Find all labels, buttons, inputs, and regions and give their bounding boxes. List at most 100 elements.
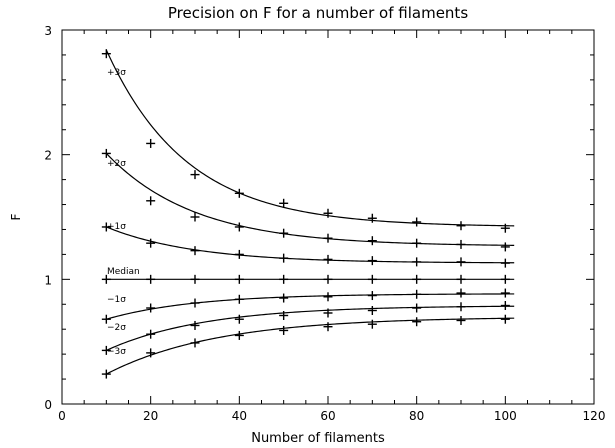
data-point bbox=[101, 222, 111, 232]
data-point bbox=[146, 196, 156, 206]
y-tick-label: 0 bbox=[44, 398, 52, 412]
fit-line-2 bbox=[106, 226, 515, 264]
data-point bbox=[456, 257, 466, 267]
y-tick-label: 2 bbox=[44, 149, 52, 163]
x-tick-label: 60 bbox=[320, 409, 335, 423]
data-point bbox=[101, 345, 111, 355]
data-point bbox=[500, 223, 510, 233]
fit-line-6 bbox=[106, 317, 515, 375]
fit-line-4 bbox=[106, 293, 515, 320]
data-point bbox=[412, 289, 422, 299]
data-point bbox=[500, 314, 510, 324]
y-axis-label: F bbox=[9, 213, 23, 220]
data-point bbox=[500, 274, 510, 284]
chart-title: Precision on F for a number of filaments bbox=[168, 4, 468, 22]
fit-lines bbox=[105, 49, 515, 375]
data-point bbox=[412, 238, 422, 248]
x-tick-label: 120 bbox=[583, 409, 606, 423]
ticks: 0 20 40 60 80 100 120 0 1 2 3 bbox=[44, 24, 605, 423]
data-point bbox=[279, 253, 289, 263]
data-point bbox=[279, 274, 289, 284]
data-point bbox=[367, 306, 377, 315]
data-point bbox=[323, 308, 333, 318]
data-point bbox=[456, 302, 466, 312]
data-point bbox=[412, 317, 422, 327]
series-labels: +3σ +2σ +1σ Median −1σ −2σ −3σ bbox=[107, 68, 140, 357]
y-tick-label: 1 bbox=[44, 273, 52, 287]
y-tick-label: 3 bbox=[44, 24, 52, 38]
data-point bbox=[101, 148, 111, 158]
data-point bbox=[101, 274, 111, 284]
fit-line-0 bbox=[105, 49, 515, 227]
data-point bbox=[323, 322, 333, 332]
data-point bbox=[279, 310, 289, 320]
data-point bbox=[101, 314, 111, 324]
data-point bbox=[323, 254, 333, 264]
x-tick-label: 100 bbox=[494, 409, 517, 423]
data-point bbox=[412, 274, 422, 284]
x-tick-label: 40 bbox=[232, 409, 247, 423]
series-label: −1σ bbox=[107, 295, 126, 305]
series-label: Median bbox=[107, 267, 140, 277]
data-point bbox=[456, 221, 466, 231]
data-point bbox=[367, 213, 377, 223]
data-point bbox=[234, 314, 244, 324]
data-point bbox=[190, 320, 200, 330]
data-point bbox=[234, 188, 244, 198]
data-point bbox=[367, 256, 377, 266]
data-point bbox=[456, 315, 466, 325]
data-point bbox=[146, 348, 156, 358]
series-label: +1σ bbox=[107, 222, 126, 232]
series-label: −3σ bbox=[107, 347, 126, 357]
data-point bbox=[101, 49, 111, 59]
data-point bbox=[146, 238, 156, 248]
data-point bbox=[190, 274, 200, 284]
data-point bbox=[456, 239, 466, 249]
data-point bbox=[146, 274, 156, 284]
data-point bbox=[190, 170, 200, 180]
data-point bbox=[323, 274, 333, 284]
data-point bbox=[279, 228, 289, 238]
fit-line-1 bbox=[105, 153, 515, 246]
data-point bbox=[500, 258, 510, 268]
x-tick-label: 0 bbox=[58, 409, 66, 423]
series-label: +2σ bbox=[107, 159, 126, 169]
data-points bbox=[101, 49, 510, 379]
data-point bbox=[234, 330, 244, 340]
data-point bbox=[190, 298, 200, 308]
data-point bbox=[323, 233, 333, 243]
data-point bbox=[412, 303, 422, 313]
fit-line-5 bbox=[106, 305, 515, 351]
data-point bbox=[234, 249, 244, 259]
data-point bbox=[146, 138, 156, 148]
data-point bbox=[146, 303, 156, 313]
data-point bbox=[500, 288, 510, 298]
data-point bbox=[367, 291, 377, 301]
data-point bbox=[234, 222, 244, 232]
data-point bbox=[101, 369, 111, 379]
x-tick-label: 80 bbox=[409, 409, 424, 423]
data-point bbox=[323, 292, 333, 302]
data-point bbox=[500, 242, 510, 252]
data-point bbox=[456, 274, 466, 284]
data-point bbox=[323, 208, 333, 218]
x-axis-label: Number of filaments bbox=[251, 431, 385, 446]
data-point bbox=[279, 325, 289, 335]
series-label: −2σ bbox=[107, 323, 126, 333]
data-point bbox=[367, 236, 377, 246]
data-point bbox=[279, 198, 289, 208]
data-point bbox=[500, 301, 510, 311]
data-point bbox=[234, 294, 244, 304]
data-point bbox=[190, 212, 200, 222]
x-tick-label: 20 bbox=[143, 409, 158, 423]
data-point bbox=[190, 338, 200, 348]
data-point bbox=[412, 217, 422, 227]
data-point bbox=[367, 274, 377, 284]
data-point bbox=[234, 274, 244, 284]
data-point bbox=[190, 246, 200, 256]
data-point bbox=[412, 257, 422, 267]
data-point bbox=[279, 293, 289, 303]
data-point bbox=[146, 329, 156, 339]
data-point bbox=[456, 288, 466, 298]
